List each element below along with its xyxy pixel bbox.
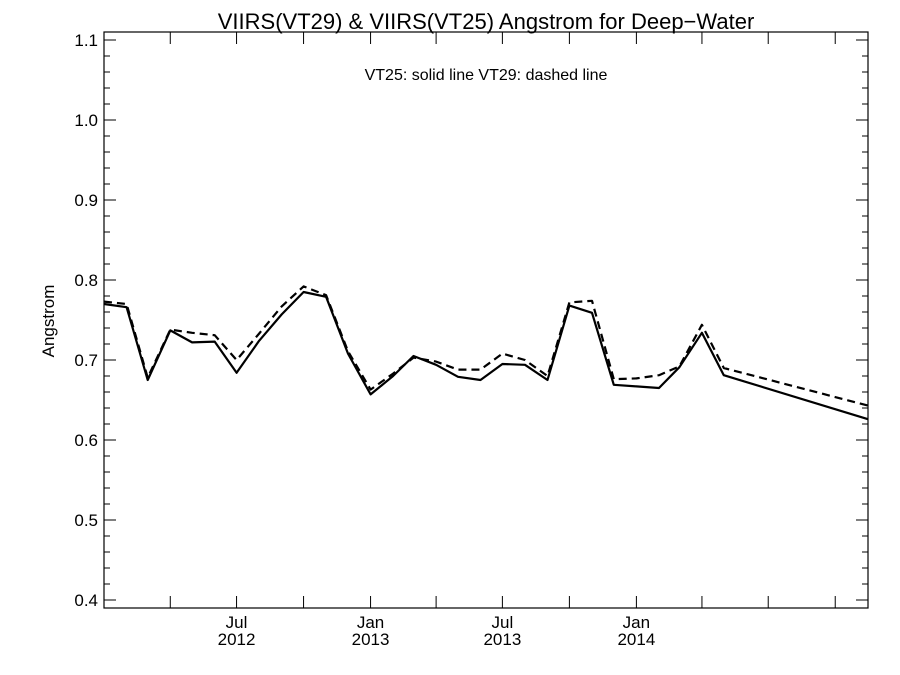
plot-frame	[103, 31, 869, 609]
chart-title: VIIRS(VT29) & VIIRS(VT25) Angstrom for D…	[218, 9, 755, 34]
axis-tick-labels: 0.40.50.60.70.80.91.01.1Jul2012Jan2013Ju…	[74, 31, 655, 649]
x-tick-label-month: Jan	[357, 613, 384, 632]
x-tick-label-year: 2014	[617, 630, 655, 649]
series-legend-note: VT25: solid line VT29: dashed line	[365, 67, 608, 84]
y-tick-label: 0.8	[74, 271, 98, 290]
y-tick-label: 0.6	[74, 431, 98, 450]
series-layer	[103, 285, 869, 421]
x-tick-label-year: 2013	[352, 630, 390, 649]
y-axis-label: Angstrom	[39, 285, 58, 358]
y-tick-label: 1.0	[74, 111, 98, 130]
x-tick-label-year: 2013	[483, 630, 521, 649]
x-tick-label-month: Jul	[226, 613, 248, 632]
x-tick-label-month: Jan	[623, 613, 650, 632]
series-line-vt29	[103, 285, 869, 407]
y-tick-label: 1.1	[74, 31, 98, 50]
series-line-vt25	[103, 290, 869, 421]
y-tick-label: 0.9	[74, 191, 98, 210]
x-tick-label-year: 2012	[218, 630, 256, 649]
x-tick-label-month: Jul	[492, 613, 514, 632]
axis-ticks	[104, 32, 868, 608]
y-tick-label: 0.7	[74, 351, 98, 370]
y-tick-label: 0.5	[74, 511, 98, 530]
y-tick-label: 0.4	[74, 591, 98, 610]
